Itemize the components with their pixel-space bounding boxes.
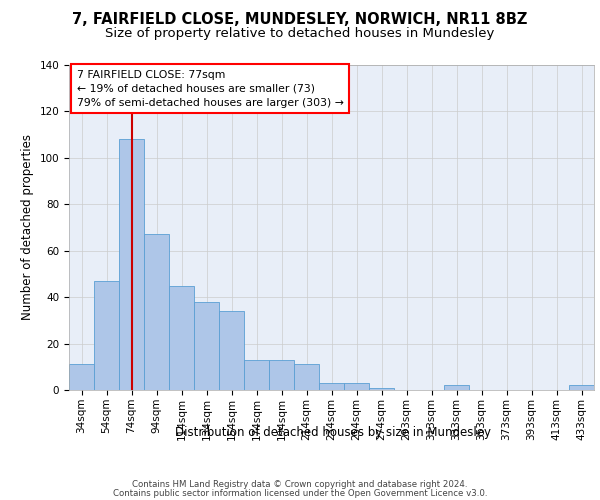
- Bar: [194, 302, 219, 390]
- Bar: [319, 383, 344, 390]
- Bar: [169, 286, 194, 390]
- Text: 7 FAIRFIELD CLOSE: 77sqm
← 19% of detached houses are smaller (73)
79% of semi-d: 7 FAIRFIELD CLOSE: 77sqm ← 19% of detach…: [77, 70, 344, 108]
- Y-axis label: Number of detached properties: Number of detached properties: [21, 134, 34, 320]
- Bar: [119, 140, 144, 390]
- Text: Contains public sector information licensed under the Open Government Licence v3: Contains public sector information licen…: [113, 488, 487, 498]
- Bar: [444, 386, 469, 390]
- Bar: [269, 360, 294, 390]
- Text: Contains HM Land Registry data © Crown copyright and database right 2024.: Contains HM Land Registry data © Crown c…: [132, 480, 468, 489]
- Bar: [94, 281, 119, 390]
- Bar: [144, 234, 169, 390]
- Bar: [219, 311, 244, 390]
- Bar: [294, 364, 319, 390]
- Bar: [569, 386, 594, 390]
- Text: 7, FAIRFIELD CLOSE, MUNDESLEY, NORWICH, NR11 8BZ: 7, FAIRFIELD CLOSE, MUNDESLEY, NORWICH, …: [73, 12, 527, 28]
- Text: Distribution of detached houses by size in Mundesley: Distribution of detached houses by size …: [175, 426, 491, 439]
- Bar: [69, 364, 94, 390]
- Bar: [369, 388, 394, 390]
- Text: Size of property relative to detached houses in Mundesley: Size of property relative to detached ho…: [106, 28, 494, 40]
- Bar: [344, 383, 369, 390]
- Bar: [244, 360, 269, 390]
